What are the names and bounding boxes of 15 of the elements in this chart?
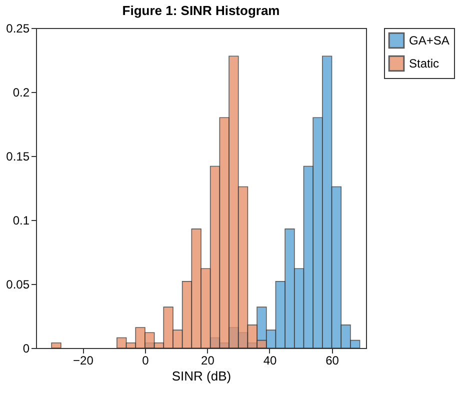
legend-label: Static bbox=[409, 56, 440, 70]
y-tick-label: 0.25 bbox=[6, 22, 30, 36]
y-tick-label: 0 bbox=[22, 342, 30, 356]
y-tick-label: 0.05 bbox=[6, 278, 30, 292]
x-tick-label: 60 bbox=[326, 354, 340, 368]
y-tick-label: 0.2 bbox=[12, 86, 30, 100]
legend-label: GA+SA bbox=[409, 34, 450, 48]
x-tick-label: 40 bbox=[263, 354, 277, 368]
x-axis-title: SINR (dB) bbox=[172, 368, 232, 384]
chart-title: Figure 1: SINR Histogram bbox=[122, 3, 280, 18]
x-tick-label: 0 bbox=[142, 354, 150, 368]
y-tick-label: 0.1 bbox=[12, 214, 30, 228]
x-tick-label: −20 bbox=[73, 354, 94, 368]
x-tick-label: 20 bbox=[201, 354, 215, 368]
y-tick-label: 0.15 bbox=[6, 150, 30, 164]
